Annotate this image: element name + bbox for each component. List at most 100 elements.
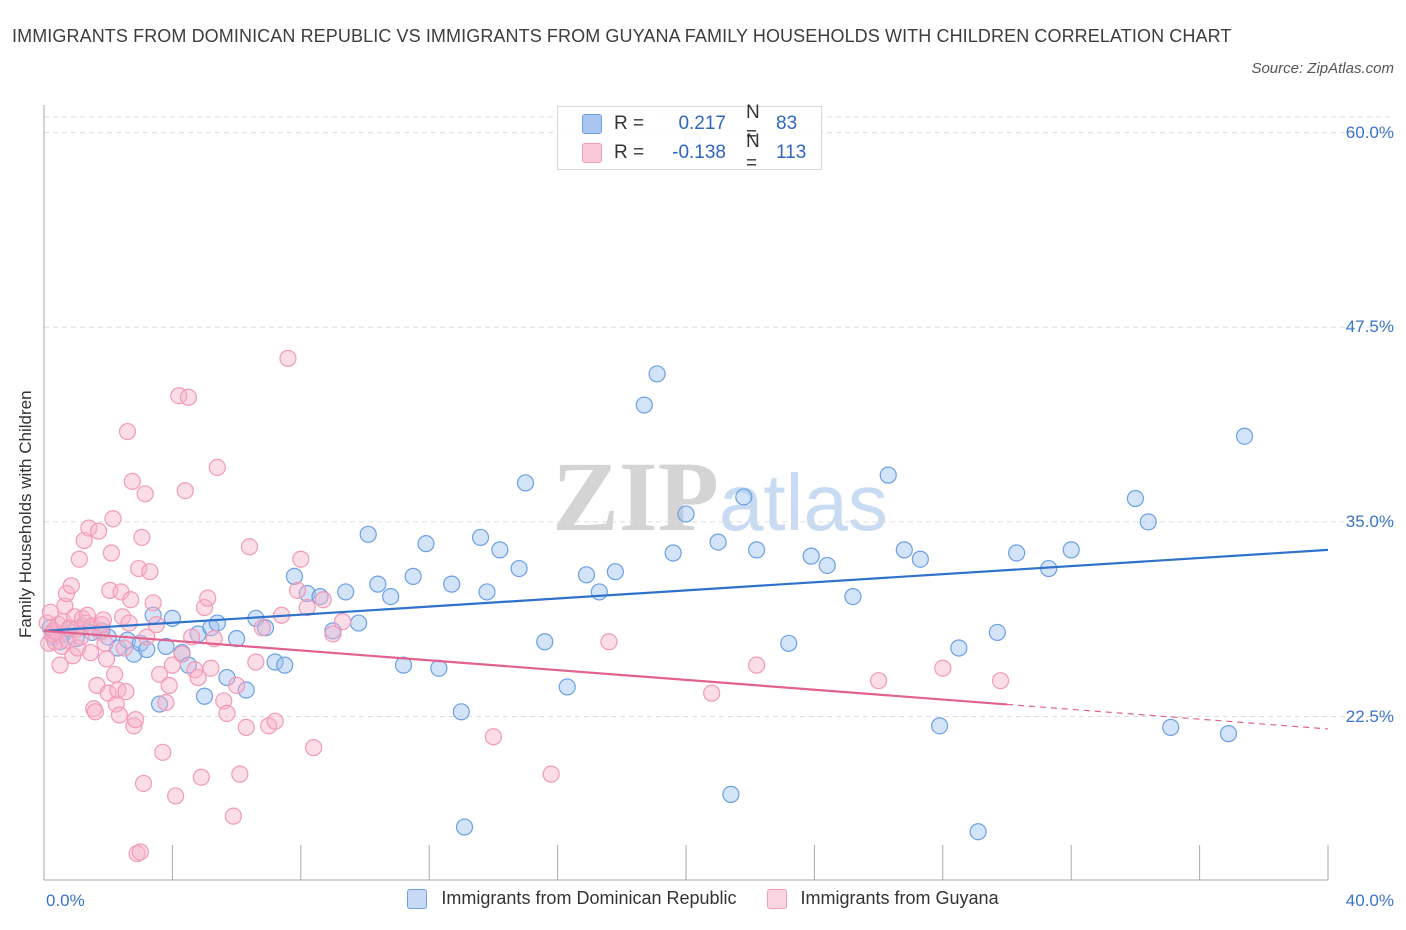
guyana-point [179, 388, 198, 406]
dominican-point [879, 466, 897, 484]
legend-item-guyana: Immigrants from Guyana [766, 888, 999, 909]
watermark-zip: ZIP [552, 441, 719, 552]
dominican-point [208, 614, 226, 632]
dominican-point [359, 525, 377, 543]
guyana-point [240, 538, 259, 556]
guyana-point [150, 665, 169, 684]
legend-swatch-blue [582, 114, 602, 134]
guyana-point [134, 774, 153, 793]
guyana-point [253, 619, 271, 637]
y-tick-label: 47.5% [1345, 317, 1394, 337]
guyana-point [144, 594, 162, 612]
legend-r-label: R = [614, 142, 645, 163]
dominican-point [276, 656, 294, 674]
dominican-point [748, 541, 766, 559]
dominican-point [635, 396, 653, 414]
guyana-point [89, 522, 108, 540]
legend-row-dominican: R = 0.217 N = 83 [582, 102, 797, 145]
legend-r-value: 0.217 [678, 113, 726, 134]
legend-r-value: -0.138 [672, 142, 726, 163]
dominican-point [895, 541, 913, 559]
guyana-point [123, 472, 141, 490]
series-legend: Immigrants from Dominican Republic Immig… [0, 888, 1406, 909]
dominican-point [969, 823, 987, 841]
dominican-point [558, 678, 576, 696]
guyana-point [86, 703, 104, 721]
guyana-point [192, 768, 210, 786]
watermark: ZIPatlas [552, 441, 888, 552]
guyana-point [117, 682, 135, 701]
guyana-point [748, 656, 766, 674]
guyana-point [51, 656, 69, 674]
x-tick-label-min: 0.0% [46, 891, 85, 910]
dominican-point [369, 575, 387, 593]
guyana-point [56, 597, 74, 615]
dominican-point [648, 365, 666, 383]
dominican-point [491, 541, 509, 559]
guyana-point [107, 695, 125, 713]
axes [43, 105, 1329, 881]
dominican-point [664, 544, 682, 562]
dominican-point [1162, 718, 1180, 737]
dominican-point [911, 550, 929, 568]
guyana-point [163, 656, 181, 674]
guyana-point [279, 349, 297, 367]
legend-swatch-blue [407, 888, 428, 909]
guyana-point [130, 559, 148, 578]
dominican-point [677, 505, 695, 523]
dominican-point [709, 533, 727, 551]
legend-n-label: N = [746, 102, 760, 145]
y-tick-label: 35.0% [1345, 511, 1394, 531]
dominican-point [337, 583, 355, 601]
legend-row-guyana: R = -0.138 N = 113 [582, 131, 806, 174]
stats-legend: R = 0.217 N = 83 R = -0.138 N = 113 [557, 102, 822, 174]
guyana-point [69, 639, 87, 657]
guyana-point [224, 807, 242, 825]
dominican-point [430, 659, 448, 677]
guyana-point [292, 550, 310, 568]
guyana-point [122, 591, 140, 609]
dominican-point [471, 528, 490, 547]
legend-swatch-pink [582, 143, 602, 163]
guyana-point [189, 668, 207, 687]
guyana-point [78, 606, 96, 624]
guyana-point [80, 519, 98, 537]
guyana-point [934, 659, 952, 677]
guyana-point [126, 711, 145, 729]
guyana-point [202, 659, 220, 677]
guyana-point [131, 843, 149, 861]
y-axis-label: Family Households with Children [16, 390, 35, 638]
dominican-point [1008, 544, 1026, 562]
dominican-point [536, 633, 554, 651]
guyana-point [991, 672, 1010, 690]
dominican-point [404, 567, 422, 585]
guyana-point [110, 706, 129, 724]
trend-line-guyana [43, 629, 1008, 706]
guyana-point [324, 625, 342, 643]
chart-title: IMMIGRANTS FROM DOMINICAN REPUBLIC VS IM… [12, 26, 1232, 46]
dominican-point [735, 488, 753, 506]
guyana-point [94, 611, 112, 629]
dominican-point [443, 575, 461, 593]
dominican-point [382, 587, 400, 606]
guyana-point [102, 544, 121, 562]
guyana-point [228, 676, 246, 694]
dominican-point [298, 584, 316, 603]
watermark-atlas: atlas [719, 458, 888, 547]
guyana-point [115, 639, 133, 657]
dominican-point [577, 566, 596, 584]
guyana-point [173, 645, 191, 663]
dominican-point [285, 567, 303, 585]
dominican-point [195, 687, 214, 705]
guyana-point [157, 693, 175, 712]
trend-lines [43, 548, 1329, 730]
dominican-point [988, 623, 1006, 642]
dominican-point [1126, 489, 1145, 508]
legend-n-label: N = [746, 131, 760, 174]
guyana-point [118, 422, 137, 441]
guyana-point [703, 684, 721, 702]
guyana-point [247, 653, 265, 671]
guyana-point [160, 676, 178, 694]
guyana-point [288, 581, 307, 599]
guyana-point [96, 634, 114, 652]
